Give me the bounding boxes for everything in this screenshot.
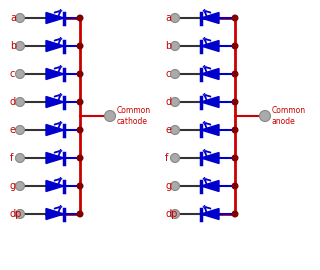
Text: c: c (165, 69, 170, 79)
Circle shape (77, 127, 83, 133)
Circle shape (232, 71, 238, 77)
Circle shape (232, 99, 238, 105)
Circle shape (77, 155, 83, 161)
Circle shape (171, 210, 180, 218)
Circle shape (232, 43, 238, 49)
Circle shape (171, 154, 180, 163)
Circle shape (15, 181, 25, 191)
Circle shape (171, 69, 180, 79)
Circle shape (77, 183, 83, 189)
Polygon shape (201, 181, 219, 191)
Circle shape (15, 69, 25, 79)
Polygon shape (46, 96, 64, 107)
Circle shape (15, 14, 25, 22)
Polygon shape (201, 208, 219, 220)
Circle shape (77, 15, 83, 21)
Circle shape (171, 14, 180, 22)
Polygon shape (201, 40, 219, 52)
Circle shape (232, 15, 238, 21)
Polygon shape (201, 96, 219, 107)
Circle shape (105, 110, 116, 122)
Text: g: g (165, 181, 171, 191)
Circle shape (171, 181, 180, 191)
Polygon shape (46, 208, 64, 220)
Circle shape (15, 97, 25, 106)
Circle shape (232, 127, 238, 133)
Text: e: e (10, 125, 16, 135)
Polygon shape (46, 153, 64, 164)
Polygon shape (201, 153, 219, 164)
Text: a: a (10, 13, 16, 23)
Polygon shape (46, 124, 64, 136)
Circle shape (171, 126, 180, 134)
Text: Common
cathode: Common cathode (117, 106, 151, 126)
Text: b: b (165, 41, 171, 51)
Text: f: f (165, 153, 168, 163)
Circle shape (15, 42, 25, 50)
Text: d: d (10, 97, 16, 107)
Text: a: a (165, 13, 171, 23)
Text: g: g (10, 181, 16, 191)
Circle shape (171, 42, 180, 50)
Circle shape (232, 183, 238, 189)
Circle shape (232, 155, 238, 161)
Polygon shape (201, 12, 219, 23)
Text: b: b (10, 41, 16, 51)
Text: d: d (165, 97, 171, 107)
Polygon shape (201, 69, 219, 79)
Circle shape (15, 126, 25, 134)
Text: dp: dp (10, 209, 22, 219)
Circle shape (77, 99, 83, 105)
Text: Common
anode: Common anode (272, 106, 306, 126)
Polygon shape (46, 69, 64, 79)
Text: dp: dp (165, 209, 177, 219)
Circle shape (171, 97, 180, 106)
Circle shape (15, 154, 25, 163)
Circle shape (232, 211, 238, 217)
Polygon shape (201, 124, 219, 136)
Circle shape (15, 210, 25, 218)
Circle shape (77, 43, 83, 49)
Polygon shape (46, 40, 64, 52)
Text: f: f (10, 153, 13, 163)
Text: c: c (10, 69, 15, 79)
Text: e: e (165, 125, 171, 135)
Circle shape (260, 110, 270, 122)
Polygon shape (46, 12, 64, 23)
Circle shape (77, 71, 83, 77)
Circle shape (77, 211, 83, 217)
Polygon shape (46, 181, 64, 191)
